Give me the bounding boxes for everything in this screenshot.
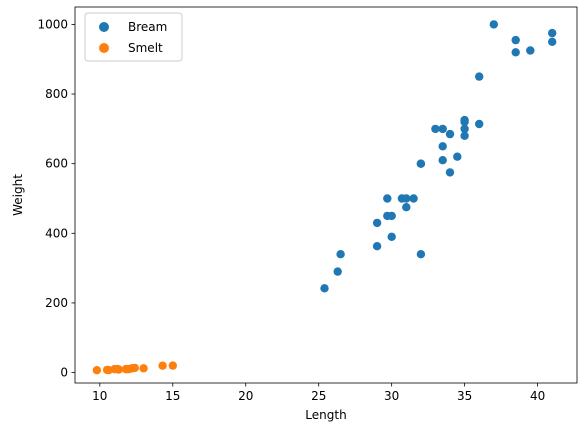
data-point-bream-20: [445, 168, 455, 177]
data-point-bream-0: [320, 284, 329, 293]
data-point-bream-11: [402, 194, 411, 203]
legend-label-bream: Bream: [128, 20, 167, 34]
x-tick-label-35: 35: [457, 389, 472, 403]
data-point-bream-26: [460, 117, 469, 127]
data-point-bream-15: [416, 159, 426, 168]
data-point-bream-2: [336, 250, 345, 259]
data-point-smelt-0: [92, 366, 102, 375]
points-layer: [92, 20, 557, 375]
legend-marker-bream: [99, 22, 109, 32]
data-point-bream-17: [438, 124, 447, 134]
data-point-smelt-11: [139, 364, 148, 373]
data-point-smelt-10: [130, 363, 139, 373]
legend-box: [84, 12, 183, 62]
data-point-smelt-13: [168, 361, 177, 370]
data-point-bream-8: [387, 211, 396, 221]
x-tick-label-10: 10: [92, 389, 107, 403]
data-point-bream-18: [438, 156, 447, 165]
data-point-bream-30: [511, 48, 520, 57]
data-point-bream-3: [372, 242, 382, 251]
data-point-bream-7: [387, 232, 396, 241]
data-point-bream-31: [511, 35, 520, 45]
y-tick-label-800: 800: [45, 87, 68, 101]
x-tick-label-30: 30: [384, 389, 399, 403]
x-tick-label-25: 25: [311, 389, 326, 403]
data-point-bream-34: [548, 37, 557, 46]
data-point-bream-10: [402, 203, 411, 212]
data-point-bream-23: [460, 131, 469, 140]
data-point-bream-4: [372, 218, 382, 228]
y-tick-label-1000: 1000: [37, 17, 68, 31]
data-point-bream-12: [409, 194, 418, 203]
legend: Bream Smelt: [84, 12, 183, 62]
x-axis-label: Length: [305, 408, 346, 422]
data-point-bream-21: [445, 129, 455, 139]
data-point-bream-27: [475, 119, 484, 129]
data-point-bream-16: [431, 124, 440, 134]
y-tick-label-200: 200: [45, 296, 68, 310]
y-tick-label-0: 0: [60, 366, 68, 380]
data-point-smelt-12: [158, 361, 167, 370]
data-point-bream-28: [475, 72, 484, 81]
y-tick-label-600: 600: [45, 157, 68, 171]
data-point-bream-1: [333, 267, 342, 276]
x-tick-label-40: 40: [530, 389, 545, 403]
plot-frame: [74, 6, 578, 384]
legend-label-smelt: Smelt: [128, 41, 163, 55]
data-point-bream-6: [383, 194, 392, 203]
y-tick-label-400: 400: [45, 226, 68, 240]
y-axis-label: Weight: [11, 174, 25, 216]
data-point-bream-33: [548, 28, 557, 38]
data-point-bream-13: [416, 250, 426, 259]
data-point-bream-32: [526, 46, 535, 55]
data-point-bream-19: [438, 142, 447, 151]
plot-area-background: [75, 7, 577, 383]
x-tick-label-15: 15: [165, 389, 180, 403]
x-tick-label-20: 20: [238, 389, 253, 403]
data-point-bream-29: [489, 20, 498, 29]
data-point-bream-22: [453, 152, 462, 161]
data-point-smelt-5: [114, 365, 124, 374]
data-point-bream-24: [460, 124, 469, 134]
legend-marker-smelt: [99, 43, 109, 53]
